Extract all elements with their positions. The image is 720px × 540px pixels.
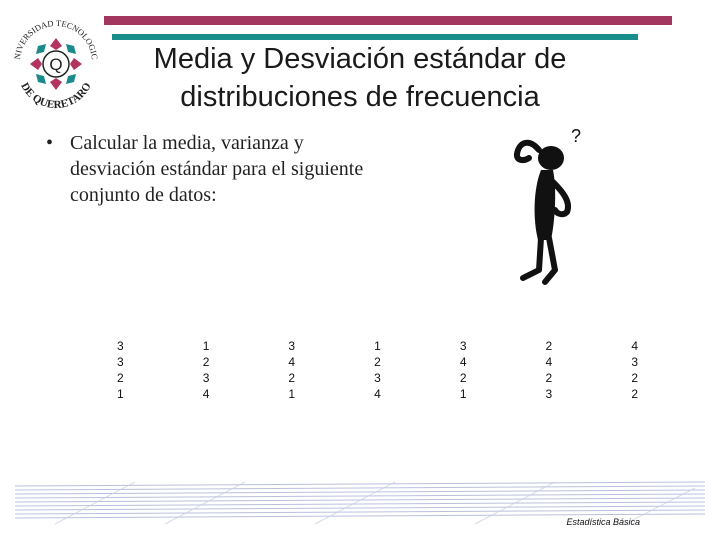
title-line-2: distribuciones de frecuencia [180,81,540,113]
table-cell: 1 [117,387,124,401]
slide-title: Media y Desviación estándar de distribuc… [110,40,610,116]
table-cell: 3 [631,355,638,369]
table-cell: 2 [545,339,553,353]
table-cell: 1 [288,387,296,401]
table-cell: 4 [288,355,296,369]
logo-emblem: Q [30,38,82,90]
bullet-dot: • [46,132,54,154]
question-mark: ? [571,126,581,146]
table-cell: 3 [117,339,124,353]
university-logo: UNIVERSIDAD TECNOLOGICA DE QUERETARO Q [8,10,100,110]
title-line-1: Media y Desviación estándar de [153,43,567,75]
table-row: 2 3 2 3 2 2 2 [80,370,680,386]
table-row: 3 2 4 2 4 4 3 [80,354,680,370]
table-cell: 3 [117,355,124,369]
thinking-stick-figure-icon: ? [513,126,581,285]
table-cell: 3 [545,387,553,401]
table-cell: 4 [545,355,553,369]
table-cell: 3 [459,339,467,353]
table-cell: 4 [459,355,467,369]
table-cell: 1 [202,339,210,353]
top-accent-bar [104,16,672,25]
table-cell: 2 [202,355,210,369]
footer-decoration [15,481,705,525]
logo-center-letter: Q [49,55,62,74]
table-cell: 2 [117,371,124,385]
table-cell: 4 [202,387,210,401]
table-cell: 3 [288,339,296,353]
table-cell: 1 [459,387,467,401]
table-cell: 3 [202,371,210,385]
table-cell: 2 [288,371,296,385]
bullet-item: • Calcular la media, varianza y desviaci… [46,130,376,208]
table-cell: 2 [631,387,638,401]
table-row: 3 1 3 1 3 2 4 [80,338,680,354]
table-cell: 4 [374,387,381,401]
footer-label: Estadística Básica [566,517,640,527]
table-cell: 4 [631,339,638,353]
table-cell: 2 [459,371,467,385]
bullet-text: Calcular la media, varianza y desviación… [70,132,364,206]
table-cell: 3 [374,371,381,385]
teal-accent-bar [112,34,638,40]
table-row: 1 4 1 4 1 3 2 [80,386,680,402]
table-cell: 2 [374,355,381,369]
table-cell: 2 [631,371,638,385]
table-cell: 2 [545,371,553,385]
data-table-body: 3 1 3 1 3 2 4 3 2 4 2 4 4 3 2 3 2 3 2 2 2 1 4 1 4 1 3 2 [80,338,680,402]
table-cell: 1 [374,339,381,353]
data-table: 3 1 3 1 3 2 4 3 2 4 2 4 4 3 2 3 2 3 2 2 2 1 4 1 4 1 3 2 [80,338,680,402]
